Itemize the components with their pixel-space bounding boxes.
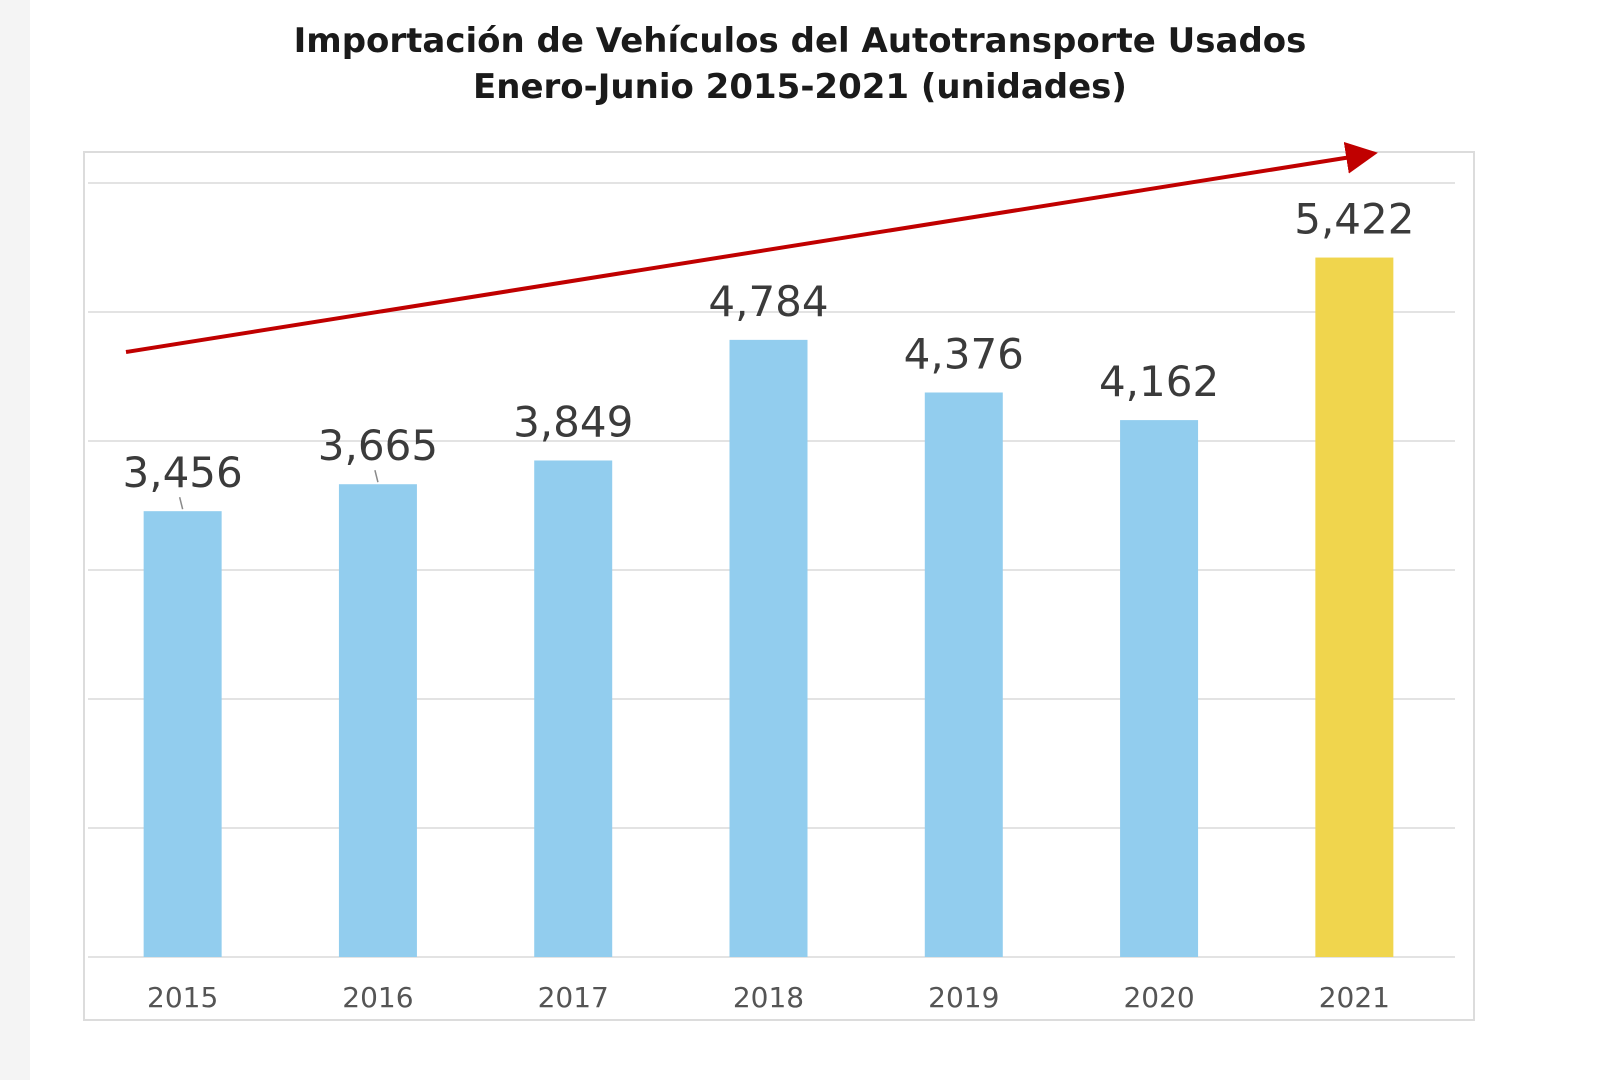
data-label-2021: 5,422 <box>1294 195 1414 244</box>
x-tick-label-2017: 2017 <box>538 981 609 1014</box>
bar-2017 <box>534 460 613 957</box>
label-leader-2016 <box>374 470 379 483</box>
data-labels: 3,456 3,665 3,849 4,784 4,376 4,162 5,422 <box>123 195 1414 510</box>
x-tick-label-2019: 2019 <box>928 981 999 1014</box>
bar-2016 <box>338 484 417 957</box>
bar-2021 <box>1315 257 1394 957</box>
data-label-2019: 4,376 <box>904 329 1024 378</box>
bar-2019 <box>924 392 1003 958</box>
chart-title: Importación de Vehículos del Autotranspo… <box>30 18 1570 110</box>
chart-subtitle: Enero-Junio 2015-2021 (unidades) <box>473 67 1127 107</box>
data-label-2016: 3,665 <box>318 421 438 470</box>
bar-2018 <box>729 339 808 957</box>
data-label-2018: 4,784 <box>708 277 828 326</box>
x-tick-label-2015: 2015 <box>147 981 218 1014</box>
x-tick-label-2021: 2021 <box>1319 981 1390 1014</box>
data-label-2015: 3,456 <box>123 448 243 497</box>
trend-arrow <box>125 141 1378 354</box>
x-tick-label-2016: 2016 <box>342 981 413 1014</box>
chart-title-line-1: Importación de Vehículos del Autotranspo… <box>293 21 1307 61</box>
bar-2015 <box>143 511 222 957</box>
x-tick-label-2020: 2020 <box>1123 981 1194 1014</box>
data-label-2020: 4,162 <box>1099 357 1219 406</box>
bars <box>143 257 1394 958</box>
data-label-2017: 3,849 <box>513 397 633 446</box>
x-axis-tick-labels: 2015 2016 2017 2018 2019 2020 2021 <box>147 981 1390 1014</box>
x-tick-label-2018: 2018 <box>733 981 804 1014</box>
bar-2020 <box>1120 420 1199 957</box>
label-leader-2015 <box>178 496 184 510</box>
